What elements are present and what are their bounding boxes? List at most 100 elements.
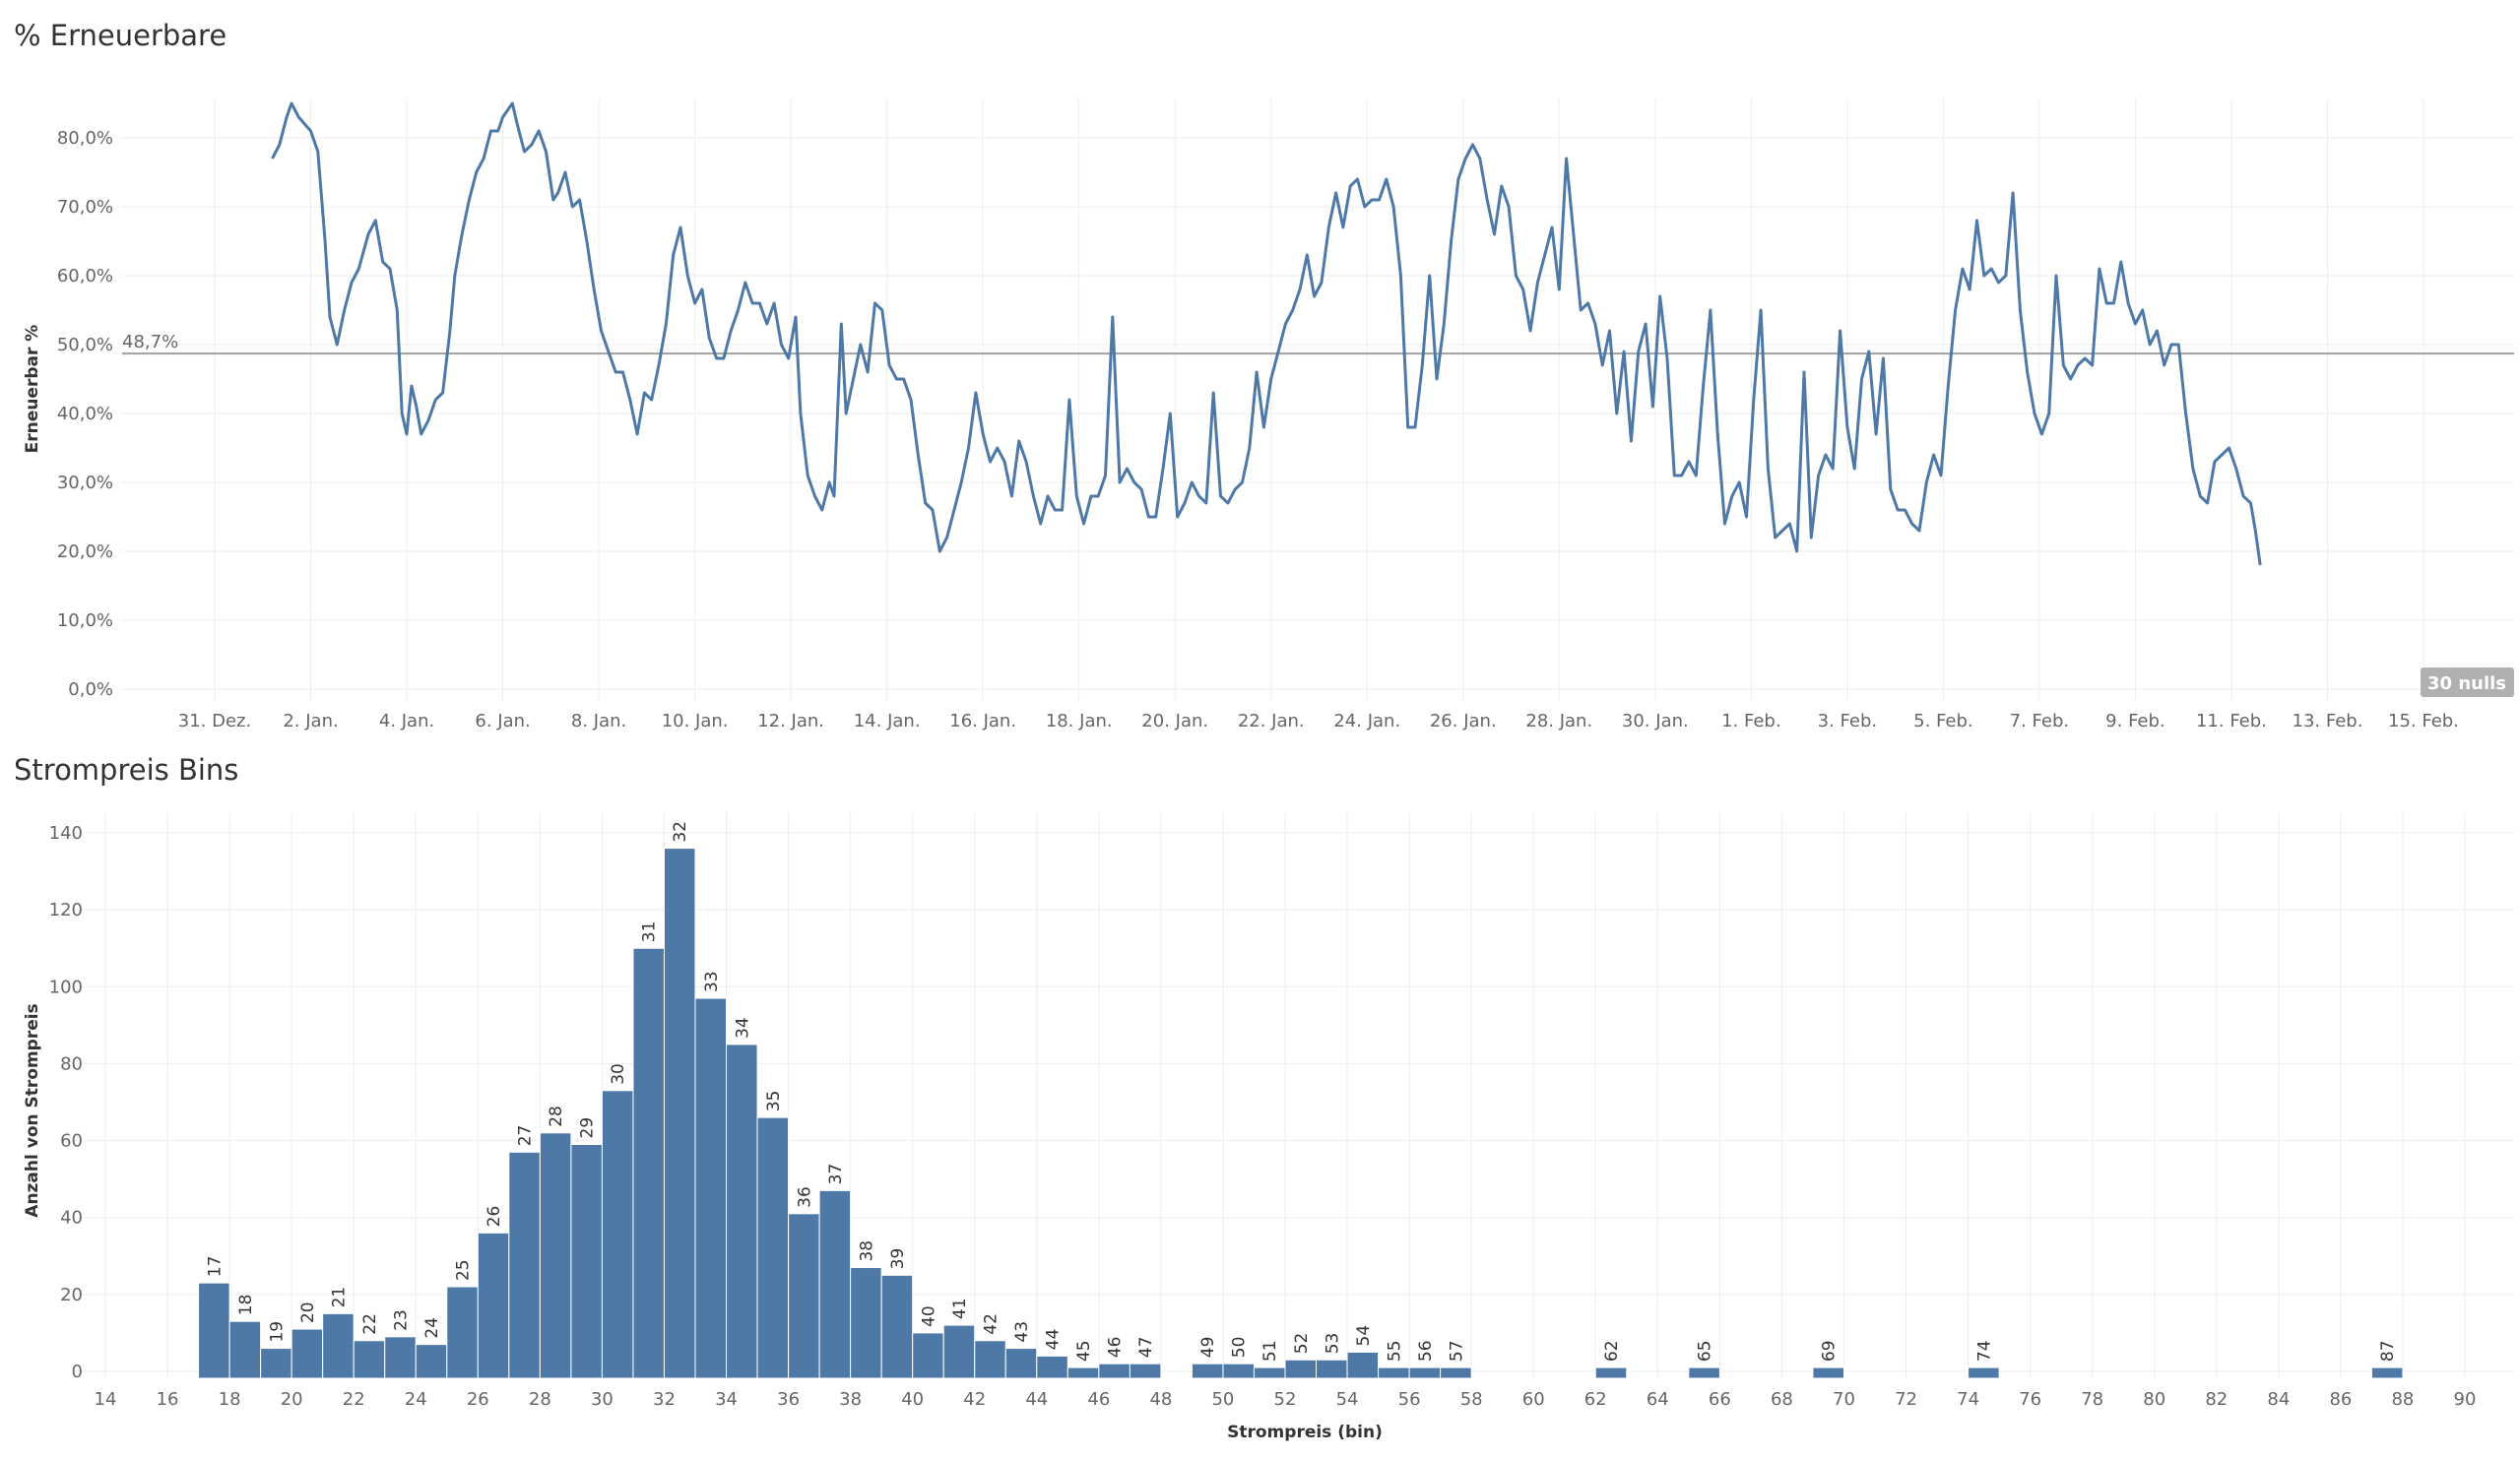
histogram-bar[interactable] <box>508 1151 541 1379</box>
bar-x-tick-label: 32 <box>653 1389 676 1410</box>
line-y-tick-label: 70,0% <box>57 197 113 218</box>
histogram-bar[interactable] <box>1191 1363 1224 1379</box>
line-x-tick-label: 3. Feb. <box>1818 711 1878 731</box>
line-x-tick-label: 6. Jan. <box>475 711 530 731</box>
renewables-line-chart[interactable]: % Erneuerbare Erneuerbar % 0,0% 10,0% 20,0… <box>14 19 2514 731</box>
histogram-bar[interactable] <box>260 1348 292 1379</box>
price-histogram[interactable]: Strompreis Bins Anzahl von Strompreis St… <box>14 753 2514 1442</box>
histogram-bar[interactable] <box>446 1286 479 1379</box>
histogram-bar[interactable] <box>1440 1366 1472 1379</box>
line-y-tick-label: 50,0% <box>57 335 113 355</box>
histogram-bar[interactable] <box>726 1044 758 1379</box>
histogram-bar[interactable] <box>1098 1363 1131 1379</box>
histogram-bar[interactable] <box>694 997 728 1379</box>
bar-chart-title: Strompreis Bins <box>14 753 238 787</box>
histogram-bar[interactable] <box>632 947 665 1379</box>
bar-y-tick-label: 20 <box>60 1285 83 1305</box>
bar-data-label: 18 <box>236 1295 256 1316</box>
histogram-bar[interactable] <box>198 1282 230 1379</box>
histogram-bar[interactable] <box>1316 1359 1348 1379</box>
bar-data-label: 51 <box>1260 1340 1280 1362</box>
histogram-bar[interactable] <box>570 1143 603 1379</box>
renewables-series-line[interactable] <box>271 101 2262 566</box>
bar-data-label: 41 <box>950 1298 970 1319</box>
bar-x-tick-label: 36 <box>777 1389 800 1410</box>
bar-x-tick-label: 46 <box>1087 1389 1110 1410</box>
histogram-bar[interactable] <box>601 1090 634 1379</box>
histogram-bar[interactable] <box>942 1324 976 1379</box>
bar-data-label: 35 <box>764 1090 784 1111</box>
histogram-bar[interactable] <box>322 1312 355 1379</box>
histogram-bar[interactable] <box>1594 1366 1628 1379</box>
bar-x-tick-label: 26 <box>467 1389 489 1410</box>
line-x-tick-label: 14. Jan. <box>854 711 921 731</box>
bar-data-label: 65 <box>1696 1340 1715 1362</box>
histogram-bar[interactable] <box>974 1340 1006 1379</box>
histogram-bar[interactable] <box>756 1116 790 1379</box>
bar-data-label: 39 <box>888 1248 908 1270</box>
histogram-bar[interactable] <box>1284 1359 1318 1379</box>
line-x-tick-label: 24. Jan. <box>1333 711 1400 731</box>
histogram-bar[interactable] <box>1253 1366 1286 1379</box>
histogram-bar[interactable] <box>850 1267 882 1379</box>
bar-x-tick-label: 78 <box>2081 1389 2103 1410</box>
bar-x-axis: 14 16 18 20 22 24 26 28 30 32 34 36 38 40 42 44 46 48 50 52… <box>95 1389 2477 1410</box>
bar-x-tick-label: 42 <box>963 1389 986 1410</box>
histogram-bar[interactable] <box>818 1189 852 1379</box>
bar-data-label: 52 <box>1292 1333 1312 1355</box>
bar-data-label: 50 <box>1230 1337 1250 1359</box>
bar-x-tick-label: 18 <box>219 1389 241 1410</box>
histogram-bar[interactable] <box>880 1274 914 1379</box>
histogram-bar[interactable] <box>912 1332 944 1379</box>
bar-data-label: 47 <box>1136 1337 1156 1359</box>
nulls-badge-label: 30 nulls <box>2427 673 2506 694</box>
histogram-bar[interactable] <box>477 1232 510 1379</box>
histogram-bar[interactable] <box>1222 1363 1255 1379</box>
bar-data-label: 25 <box>454 1259 474 1281</box>
nulls-indicator[interactable]: 30 nulls <box>2421 667 2514 697</box>
bar-x-tick-label: 28 <box>529 1389 551 1410</box>
bar-data-label: 44 <box>1044 1329 1064 1351</box>
histogram-bar[interactable] <box>2370 1366 2404 1379</box>
bar-data-label: 43 <box>1012 1321 1032 1343</box>
bar-data-label: 87 <box>2378 1340 2398 1362</box>
histogram-bar[interactable] <box>1688 1366 1720 1379</box>
histogram-bar[interactable] <box>1004 1348 1038 1379</box>
bar-x-tick-label: 30 <box>591 1389 614 1410</box>
histogram-bar[interactable] <box>1129 1363 1162 1379</box>
histogram-bar[interactable] <box>1036 1355 1068 1379</box>
histogram-bar[interactable] <box>415 1344 448 1379</box>
histogram-bar[interactable] <box>663 848 696 1379</box>
line-y-tick-label: 0,0% <box>68 679 113 700</box>
histogram-bar[interactable] <box>1812 1366 1844 1379</box>
line-y-tick-label: 20,0% <box>57 541 113 562</box>
bar-data-label: 69 <box>1820 1340 1840 1362</box>
histogram-bar[interactable] <box>1408 1366 1442 1379</box>
bar-x-tick-label: 24 <box>405 1389 427 1410</box>
bar-gridlines <box>75 812 2514 1378</box>
line-x-tick-label: 30. Jan. <box>1622 711 1689 731</box>
histogram-bar[interactable] <box>291 1328 324 1379</box>
bar-data-label: 27 <box>516 1125 536 1147</box>
histogram-bar[interactable] <box>353 1340 386 1379</box>
line-x-tick-label: 4. Jan. <box>379 711 434 731</box>
histogram-bar[interactable] <box>1066 1366 1100 1379</box>
histogram-bar[interactable] <box>539 1132 572 1379</box>
histogram-bar[interactable] <box>1968 1366 2000 1379</box>
line-y-tick-label: 60,0% <box>57 266 113 286</box>
nulls-badge[interactable] <box>2421 667 2514 697</box>
histogram-bar[interactable] <box>384 1336 417 1379</box>
bar-data-label: 38 <box>857 1240 876 1262</box>
bar-x-tick-label: 84 <box>2267 1389 2290 1410</box>
histogram-bar[interactable] <box>1346 1351 1380 1379</box>
bar-data-label: 21 <box>329 1287 349 1308</box>
histogram-bar[interactable] <box>788 1213 820 1379</box>
bar-data-label: 33 <box>702 971 722 992</box>
histogram-bar[interactable] <box>228 1320 262 1379</box>
line-x-tick-label: 12. Jan. <box>757 711 824 731</box>
histogram-bar[interactable] <box>1378 1366 1410 1379</box>
line-x-tick-label: 20. Jan. <box>1141 711 1208 731</box>
bar-x-tick-label: 86 <box>2329 1389 2352 1410</box>
bar-data-label: 29 <box>578 1117 598 1139</box>
